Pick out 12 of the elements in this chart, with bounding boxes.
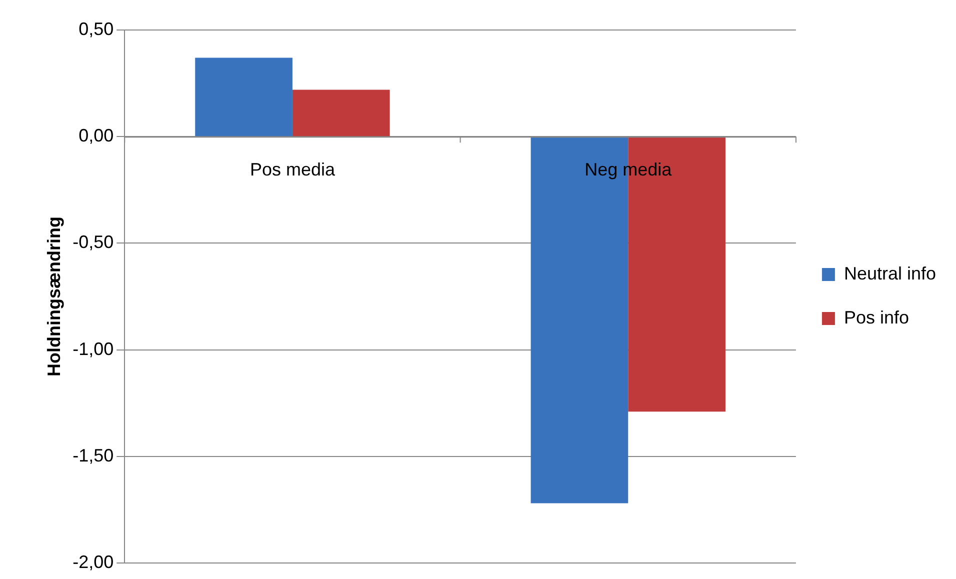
y-tick-label: -1,50	[72, 445, 114, 466]
y-tick-label: 0,00	[78, 126, 114, 146]
legend-label: Pos info	[844, 307, 909, 328]
y-tick-label: 0,50	[78, 18, 114, 39]
y-tick-label: -2,00	[72, 552, 114, 572]
y-tick-label: -0,50	[72, 232, 114, 252]
bar	[292, 90, 390, 136]
y-axis-title: Holdningsændring	[44, 216, 64, 376]
bar	[195, 58, 292, 136]
y-tick-label: -1,00	[72, 338, 114, 359]
legend-label: Neutral info	[844, 263, 936, 284]
x-tick-label: Pos media	[250, 160, 336, 180]
